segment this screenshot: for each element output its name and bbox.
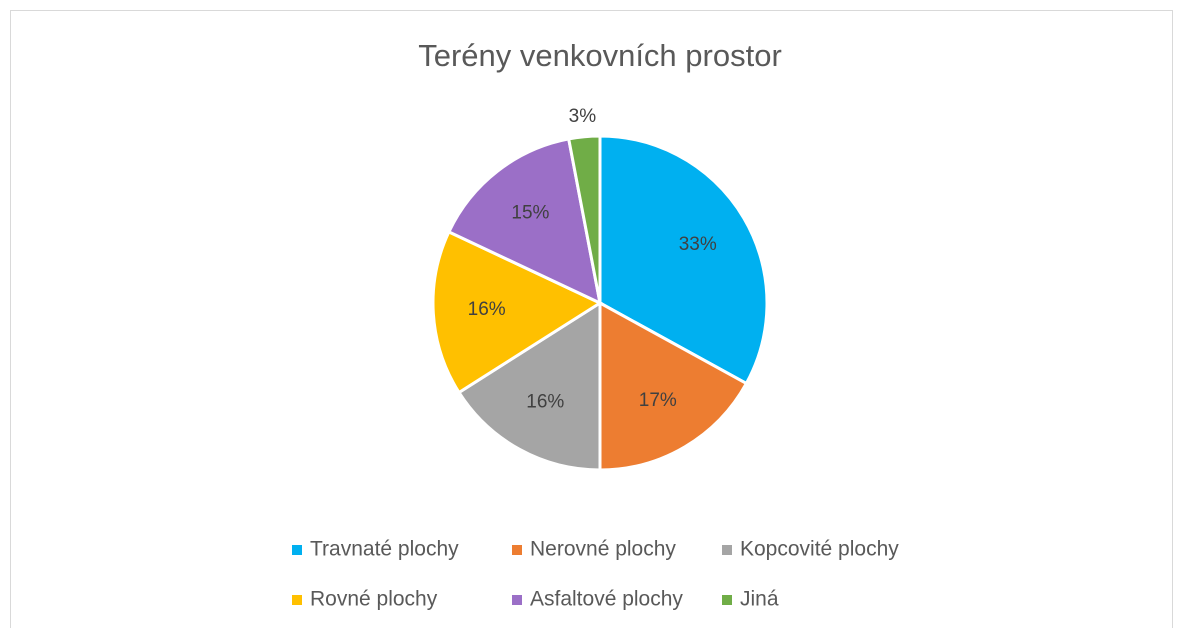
pie-slice: [456, 300, 602, 472]
legend-swatch: [292, 545, 302, 555]
legend-swatch: [512, 545, 522, 555]
legend-label: Travnaté plochy: [310, 538, 459, 561]
data-label: 16%: [526, 392, 564, 413]
pie-slice: [431, 229, 604, 395]
pie-slice: [566, 134, 602, 304]
legend-label: Kopcovité plochy: [740, 538, 899, 561]
legend-label: Jiná: [740, 588, 779, 611]
data-label: 15%: [511, 202, 549, 223]
pie-slice: [446, 137, 603, 306]
pie-slice: [598, 134, 769, 386]
pie-slice: [598, 300, 749, 472]
legend-swatch: [512, 595, 522, 605]
legend-swatch: [722, 595, 732, 605]
legend-label: Rovné plochy: [310, 588, 438, 611]
data-label: 16%: [468, 299, 506, 320]
legend-swatch: [722, 545, 732, 555]
chart-title: Terény venkovních prostor: [418, 38, 782, 73]
data-label: 33%: [679, 234, 717, 255]
legend-label: Nerovné plochy: [530, 538, 676, 561]
data-label: 3%: [569, 106, 597, 127]
data-label: 17%: [639, 390, 677, 411]
legend-swatch: [292, 595, 302, 605]
legend-label: Asfaltové plochy: [530, 588, 683, 611]
